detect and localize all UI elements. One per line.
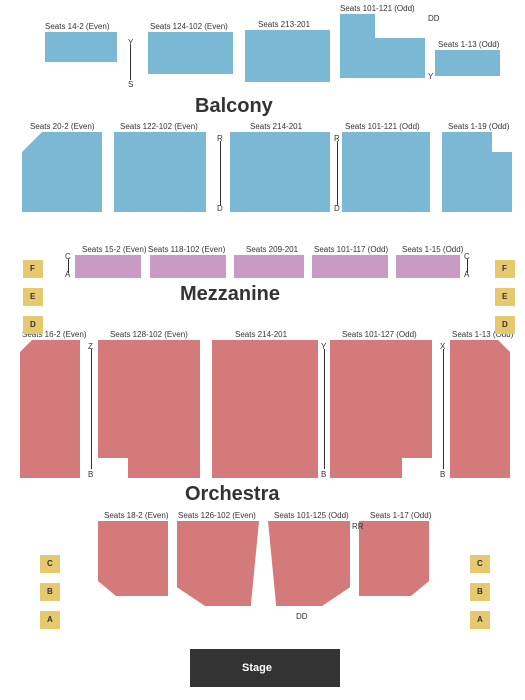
mezz-0[interactable] xyxy=(75,255,141,278)
box-label-lu-E: E xyxy=(30,292,35,301)
mezz-2[interactable] xyxy=(234,255,304,278)
seat-label: Seats 209-201 xyxy=(246,245,298,254)
stage-title-front: Stage xyxy=(242,662,272,674)
balcony-lower-4[interactable] xyxy=(442,132,512,212)
seat-label: Seats 15-2 (Even) xyxy=(82,245,146,254)
balcony-upper-3[interactable] xyxy=(340,14,375,78)
seat-label: Seats 20-2 (Even) xyxy=(30,122,94,131)
row-marker-DD: DD xyxy=(428,14,440,23)
seat-label: Seats 101-121 (Odd) xyxy=(345,122,420,131)
orch-upper-4[interactable] xyxy=(450,340,510,478)
box-label-ll-B: B xyxy=(47,587,53,596)
seat-label: Seats 124-102 (Even) xyxy=(150,22,228,31)
orch-lower-1[interactable] xyxy=(177,521,259,606)
seat-label: Seats 118-102 (Even) xyxy=(148,245,225,254)
seat-label: Seats 101-125 (Odd) xyxy=(274,511,349,520)
orchestra-title: Orchestra xyxy=(185,483,280,506)
box-label-ll-C: C xyxy=(47,559,53,568)
row-marker-S: S xyxy=(128,80,133,89)
row-marker-B: B xyxy=(88,470,93,479)
balcony-upper-0[interactable] xyxy=(45,32,117,62)
seat-label: Seats 214-201 xyxy=(250,122,302,131)
orch-upper-1[interactable] xyxy=(98,340,200,478)
orch-upper-2[interactable] xyxy=(212,340,318,478)
seat-label: Seats 1-17 (Odd) xyxy=(370,511,431,520)
box-label-rl-C: C xyxy=(477,559,483,568)
box-label-ll-A: A xyxy=(47,615,53,624)
seat-label: Seats 1-15 (Odd) xyxy=(402,245,463,254)
divider-line-7 xyxy=(443,349,444,469)
row-marker-B: B xyxy=(321,470,326,479)
seat-label: Seats 122-102 (Even) xyxy=(120,122,198,131)
orch-upper-0[interactable] xyxy=(20,340,80,478)
divider-line-3 xyxy=(68,259,69,273)
divider-line-1 xyxy=(220,141,221,206)
box-label-ru-F: F xyxy=(502,264,507,273)
mezz-3[interactable] xyxy=(312,255,388,278)
seat-label: Seats 101-117 (Odd) xyxy=(314,245,388,254)
row-marker-B: B xyxy=(440,470,445,479)
balcony-upper-3-ext[interactable] xyxy=(375,38,425,78)
divider-line-0 xyxy=(130,45,131,80)
seat-label: Seats 214-201 xyxy=(235,330,287,339)
mezz-1[interactable] xyxy=(150,255,226,278)
divider-line-6 xyxy=(324,349,325,469)
balcony-upper-1[interactable] xyxy=(148,32,233,74)
seat-label: Seats 1-19 (Odd) xyxy=(448,122,509,131)
seat-label: Seats 128-102 (Even) xyxy=(110,330,188,339)
orch-lower-3[interactable] xyxy=(359,521,429,596)
mezzanine-title: Mezzanine xyxy=(180,283,280,306)
balcony-title: Balcony xyxy=(195,95,273,118)
divider-line-4 xyxy=(467,259,468,273)
box-label-ru-D: D xyxy=(502,320,508,329)
balcony-upper-2[interactable] xyxy=(245,30,330,82)
balcony-lower-3[interactable] xyxy=(342,132,430,212)
orch-lower-2[interactable] xyxy=(268,521,350,606)
balcony-lower-2[interactable] xyxy=(230,132,330,212)
box-label-lu-D: D xyxy=(30,320,36,329)
box-label-rl-B: B xyxy=(477,587,483,596)
box-label-ru-E: E xyxy=(502,292,507,301)
seat-label: Seats 18-2 (Even) xyxy=(104,511,168,520)
balcony-upper-4[interactable] xyxy=(435,50,500,76)
orch-lower-0[interactable] xyxy=(98,521,168,596)
row-marker-Y: Y xyxy=(428,72,433,81)
mezz-4[interactable] xyxy=(396,255,460,278)
balcony-lower-1[interactable] xyxy=(114,132,206,212)
seat-label: Seats 213-201 xyxy=(258,20,310,29)
divider-line-2 xyxy=(337,141,338,206)
seat-label: Seats 14-2 (Even) xyxy=(45,22,109,31)
row-marker-RR: RR xyxy=(352,522,364,531)
row-marker-DD: DD xyxy=(296,612,308,621)
seat-label: Seats 126-102 (Even) xyxy=(178,511,256,520)
box-label-rl-A: A xyxy=(477,615,483,624)
box-label-lu-F: F xyxy=(30,264,35,273)
divider-line-5 xyxy=(91,349,92,469)
balcony-lower-0[interactable] xyxy=(22,132,102,212)
seat-label: Seats 101-121 (Odd) xyxy=(340,4,415,13)
orch-upper-3[interactable] xyxy=(330,340,432,478)
seat-label: Seats 101-127 (Odd) xyxy=(342,330,417,339)
seat-label: Seats 1-13 (Odd) xyxy=(438,40,499,49)
